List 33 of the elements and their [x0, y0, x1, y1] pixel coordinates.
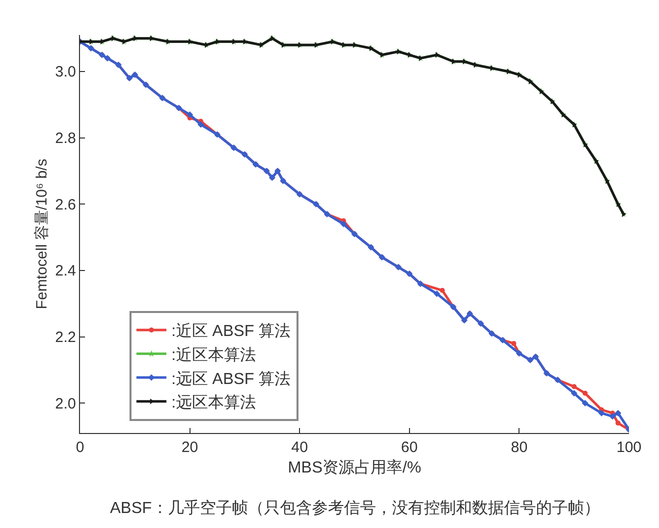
- point: [186, 111, 194, 118]
- x-tick-label: 20: [181, 439, 198, 456]
- point: [614, 410, 622, 416]
- point: [570, 390, 578, 396]
- point: [511, 340, 516, 346]
- x-tick-label: 40: [291, 439, 308, 456]
- y-tick-label: 2.8: [55, 130, 76, 148]
- text: ABSF：几乎空子帧（只包含参考信号，没有控制和数据信号的子帧）: [110, 499, 600, 517]
- x-tick-label: 60: [401, 439, 418, 456]
- x-tick-label: 80: [510, 439, 528, 456]
- x-tick-label: 0: [76, 439, 84, 456]
- point: [198, 121, 204, 128]
- point: [582, 390, 588, 396]
- legend-label: :远区本算法: [171, 394, 256, 412]
- point: [616, 420, 621, 426]
- point: [582, 400, 588, 406]
- x-tick-label: 100: [616, 439, 642, 456]
- y-tick-label: 2.0: [55, 395, 76, 412]
- legend-label: :近区 ABSF 算法: [171, 322, 291, 340]
- point: [434, 290, 440, 297]
- point: [598, 410, 605, 416]
- x-axis-title: MBS资源占用率/%: [288, 458, 422, 477]
- y-tick-label: 2.2: [55, 329, 76, 346]
- legend-label: :近区本算法: [171, 346, 256, 364]
- point: [609, 413, 616, 420]
- y-tick-label: 2.6: [55, 196, 76, 214]
- point: [440, 288, 445, 293]
- point: [340, 220, 347, 228]
- y-tick-label: 3.0: [55, 64, 76, 81]
- point: [572, 384, 577, 390]
- y-axis-title: Femtocell 容量/10⁶ b/s: [33, 158, 50, 310]
- legend-label: :远区 ABSF 算法: [171, 370, 291, 388]
- y-tick-label: 2.4: [55, 262, 76, 280]
